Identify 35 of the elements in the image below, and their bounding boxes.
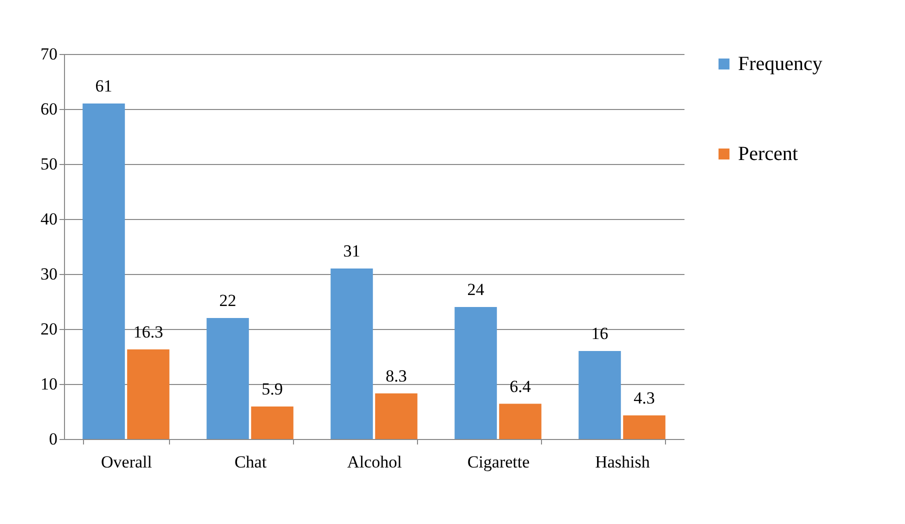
data-label: 24: [467, 280, 485, 299]
data-label: 31: [343, 242, 360, 260]
bar: [454, 307, 497, 439]
legend-label: Percent: [738, 143, 798, 165]
bar: [623, 415, 666, 439]
x-tick-label: Overall: [101, 452, 152, 472]
y-tick-label: 40: [40, 210, 58, 228]
y-tick-label: 20: [40, 320, 58, 338]
data-label: 22: [219, 291, 236, 310]
x-tick-label: Chat: [234, 452, 267, 472]
x-tick-label: Cigarette: [467, 452, 530, 472]
bar: [251, 406, 294, 439]
y-tick-label: 50: [40, 154, 58, 174]
x-tick-label: Hashish: [595, 452, 650, 472]
y-tick-label: 70: [40, 44, 58, 64]
x-tick-label: Alcohol: [347, 452, 402, 472]
data-label: 8.3: [386, 366, 407, 386]
bar: [375, 393, 418, 439]
legend-label: Frequency: [738, 53, 822, 75]
data-label: 5.9: [262, 380, 283, 399]
data-label: 16: [591, 324, 608, 343]
y-tick-label: 10: [40, 374, 58, 394]
bar: [330, 268, 373, 439]
bar: [206, 318, 249, 439]
y-tick-label: 30: [40, 264, 58, 284]
data-label: 6.4: [510, 376, 532, 396]
bar: [82, 104, 125, 439]
data-label: 61: [95, 76, 112, 96]
bar: [578, 351, 621, 439]
bar: [499, 404, 542, 439]
y-tick-label: 60: [40, 100, 58, 118]
data-label: 16.3: [133, 322, 164, 342]
data-label: 4.3: [634, 388, 655, 408]
y-tick-label: 0: [49, 430, 58, 448]
bar: [127, 349, 170, 439]
